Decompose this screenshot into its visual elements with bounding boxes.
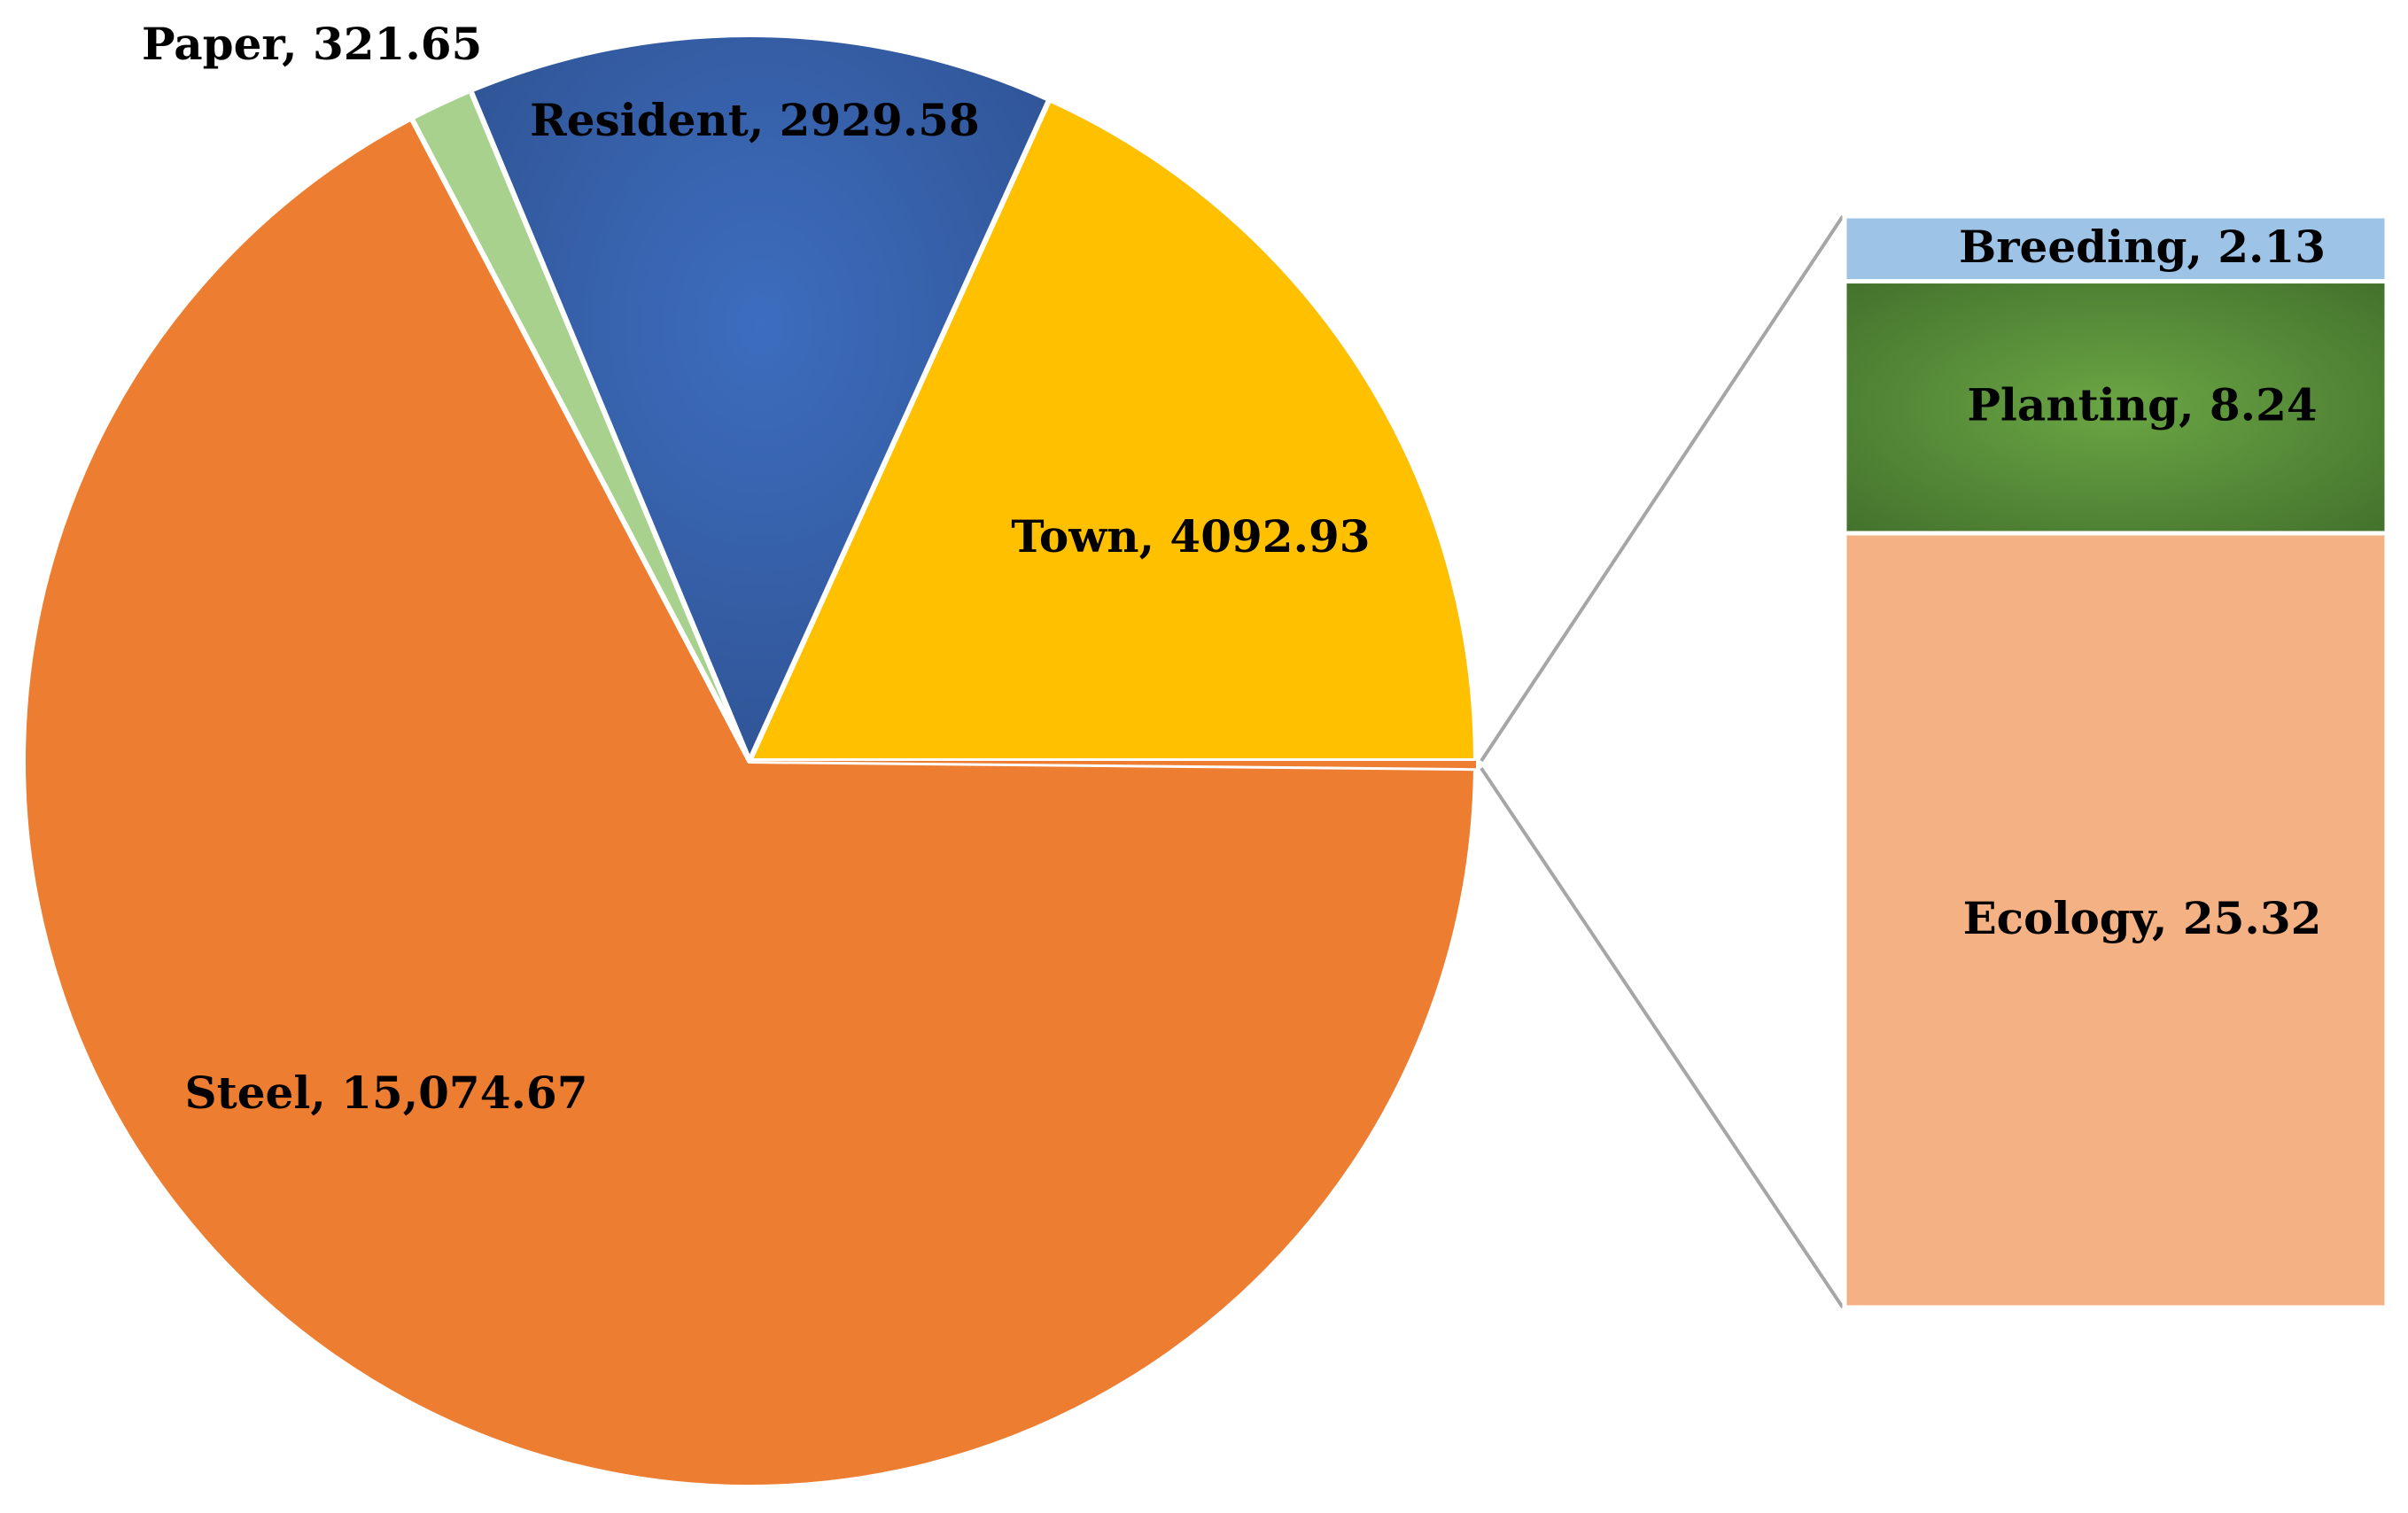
connector-line-bottom <box>1480 767 1845 1309</box>
pie-slice-resident <box>468 32 1053 764</box>
breakdown-bar <box>1842 213 2389 1310</box>
pie <box>20 32 1479 1490</box>
data-label-resident: Resident, 2929.58 <box>530 94 980 146</box>
connector-line-top <box>1480 214 1845 763</box>
pie-slice-town <box>747 97 1479 764</box>
pie-slice-steel <box>20 115 1479 1490</box>
connector-lines <box>1480 214 1845 1309</box>
data-label-steel: Steel, 15,074.67 <box>185 1067 588 1119</box>
data-label-ecology: Ecology, 25.32 <box>1963 892 2322 944</box>
data-label-planting: Planting, 8.24 <box>1967 379 2317 431</box>
bar-segment-planting <box>1842 279 2389 536</box>
data-label-paper: Paper, 321.65 <box>142 18 482 70</box>
data-label-breeding: Breeding, 2.13 <box>1959 221 2326 273</box>
data-labels: Paper, 321.65 Resident, 2929.58 Town, 4092… <box>142 18 2326 1119</box>
data-label-town: Town, 4092.93 <box>1011 510 1370 563</box>
bar-segment-ecology <box>1842 531 2389 1310</box>
pie-slice-other <box>750 761 1476 769</box>
